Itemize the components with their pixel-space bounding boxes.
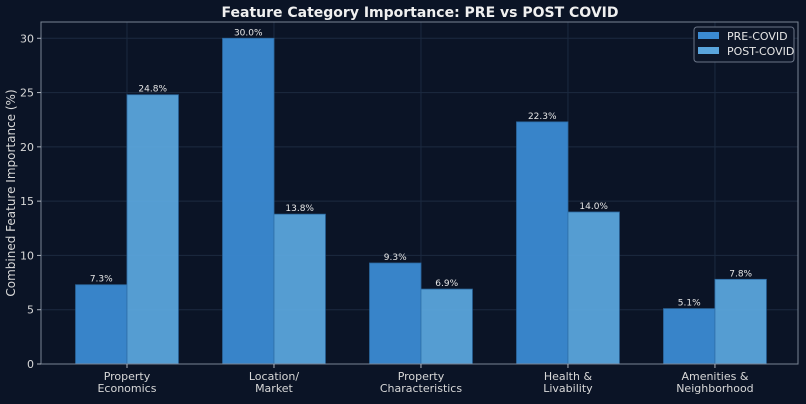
y-tick-label: 15 — [20, 195, 34, 208]
data-label: 13.8% — [285, 204, 314, 214]
data-label: 30.0% — [234, 28, 263, 38]
x-tick-label: Economics — [97, 382, 156, 395]
x-tick-label: Livability — [543, 382, 593, 395]
bar-post-covid — [420, 288, 473, 365]
x-tick-label: Property — [398, 370, 445, 383]
plot-frame — [40, 21, 799, 365]
legend-label: PRE-COVID — [727, 30, 788, 43]
x-tick-label: Amenities & — [681, 370, 748, 383]
data-label: 7.8% — [729, 269, 752, 279]
chart-title: Feature Category Importance: PRE vs POST… — [222, 5, 619, 21]
y-tick-label: 5 — [27, 304, 34, 317]
x-tick-label: Neighborhood — [676, 382, 753, 395]
legend-swatch — [698, 47, 719, 54]
y-axis-label: Combined Feature Importance (%) — [4, 89, 18, 296]
x-tick-label: Location/ — [249, 370, 300, 383]
y-tick-label: 10 — [20, 249, 34, 262]
data-label: 22.3% — [528, 112, 557, 122]
legend-swatch — [698, 32, 719, 39]
bar-pre-covid — [222, 37, 275, 365]
x-tick-label: Property — [104, 370, 151, 383]
bar-post-covid — [714, 278, 767, 365]
legend-label: POST-COVID — [727, 45, 794, 58]
bar-pre-covid — [663, 308, 716, 365]
data-label: 9.3% — [384, 253, 407, 263]
y-tick-label: 0 — [27, 358, 34, 371]
bar-pre-covid — [369, 262, 422, 365]
data-label: 7.3% — [90, 275, 113, 285]
data-label: 6.9% — [435, 279, 458, 289]
bar-post-covid — [567, 211, 620, 365]
data-label: 24.8% — [138, 85, 167, 95]
data-label: 5.1% — [678, 299, 701, 309]
x-tick-label: Health & — [544, 370, 593, 383]
bar-pre-covid — [516, 121, 569, 365]
y-tick-label: 20 — [20, 141, 34, 154]
legend: PRE-COVID POST-COVID — [693, 26, 795, 63]
bar-pre-covid — [75, 284, 128, 365]
bar-post-covid — [273, 213, 326, 365]
bar-post-covid — [126, 94, 179, 365]
y-tick-label: 25 — [20, 87, 34, 100]
y-tick-label: 30 — [20, 32, 34, 45]
x-tick-label: Characteristics — [380, 382, 463, 395]
data-label: 14.0% — [579, 202, 608, 212]
x-tick-label: Market — [255, 382, 293, 395]
